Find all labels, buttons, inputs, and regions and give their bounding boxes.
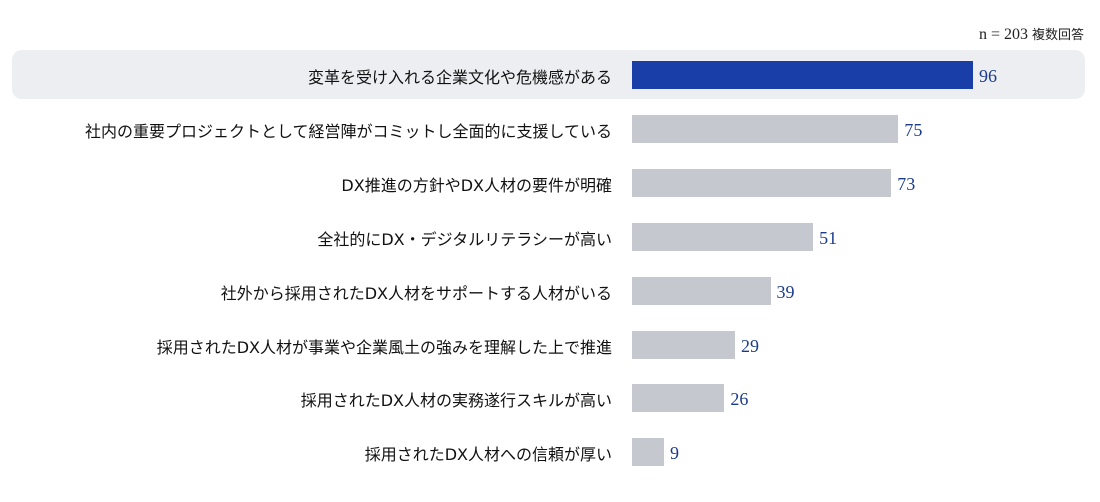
multiple-answer-label: 複数回答 [1031,27,1084,42]
value-label: 73 [897,173,916,194]
bar [632,384,725,413]
bar-row: 採用されたDX人材への信頼が厚い 9 [0,438,1100,467]
bar-row: 採用されたDX人材の実務遂行スキルが高い 26 [0,384,1100,413]
bar [632,168,892,197]
bar-row: 社内の重要プロジェクトとして経営陣がコミットし全面的に支援している 75 [0,114,1100,143]
bar-row: 変革を受け入れる企業文化や危機感がある 96 [0,61,1100,89]
bar [632,114,899,143]
category-label: 変革を受け入れる企業文化や危機感がある [307,68,612,87]
category-label: 社内の重要プロジェクトとして経営陣がコミットし全面的に支援している [84,121,612,141]
bar [632,61,973,89]
bar-row: 採用されたDX人材が事業や企業風土の強みを理解した上で推進 29 [0,330,1100,359]
bar [632,438,664,467]
value-label: 26 [730,389,749,410]
value-label: 75 [904,119,923,140]
category-label: 採用されたDX人材が事業や企業風土の強みを理解した上で推進 [156,337,612,357]
bar [632,330,735,359]
value-label: 9 [669,443,679,464]
bar-row: 全社的にDX・デジタルリテラシーが高い 51 [0,222,1100,251]
category-label: 社外から採用されたDX人材をサポートする人材がいる [220,283,612,303]
category-label: 全社的にDX・デジタルリテラシーが高い [317,229,612,249]
category-label: 採用されたDX人材への信頼が厚い [364,445,612,465]
bar [632,276,771,305]
sample-note: n = 203 複数回答 [979,24,1084,44]
bar-row: DX推進の方針やDX人材の要件が明確 73 [0,168,1100,197]
value-label: 51 [819,227,838,248]
category-label: DX推進の方針やDX人材の要件が明確 [341,175,612,195]
sample-size: n = 203 [978,26,1028,43]
bar [632,222,814,251]
bar-row: 社外から採用されたDX人材をサポートする人材がいる 39 [0,276,1100,305]
value-label: 96 [979,66,997,86]
value-label: 29 [741,335,759,356]
category-label: 採用されたDX人材の実務遂行スキルが高い [300,391,612,411]
value-label: 39 [776,281,795,302]
